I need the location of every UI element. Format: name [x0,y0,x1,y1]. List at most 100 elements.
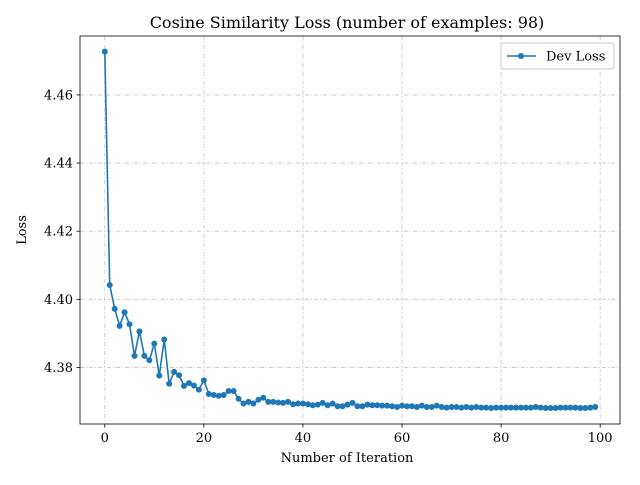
data-point [285,398,292,405]
data-point [225,387,232,394]
data-point [190,382,197,389]
x-tick-label: 100 [588,431,613,446]
plot-area-frame [79,35,621,425]
data-point [349,399,356,406]
data-point [453,403,460,410]
data-point [408,403,415,410]
data-point [106,282,113,289]
data-point [176,372,183,379]
y-tick-label: 4.42 [44,225,73,240]
x-tick-label: 20 [196,431,213,446]
x-axis-ticks: 0 20 40 60 80 100 [101,424,613,446]
data-point [200,377,207,384]
data-point [275,399,282,406]
data-point [413,403,420,410]
data-point [384,402,391,409]
data-point [359,403,366,410]
data-point [161,336,168,343]
data-point [245,398,252,405]
data-point [304,401,311,408]
data-point [111,305,118,312]
x-tick-label: 80 [493,431,510,446]
data-point [428,403,435,410]
data-point [399,402,406,409]
data-point [185,380,192,387]
data-point [309,402,316,409]
data-point [280,399,287,406]
data-point [344,401,351,408]
data-point [369,402,376,409]
data-point [146,357,153,364]
x-tick-label: 0 [101,431,109,446]
data-point [394,403,401,410]
data-point [230,387,237,394]
data-point [294,400,301,407]
data-point [181,382,188,389]
data-point [136,328,143,335]
data-point [205,391,212,398]
data-point [374,402,381,409]
data-point [403,403,410,410]
x-axis-label: Number of Iteration [281,451,414,466]
data-point [508,404,515,411]
data-point [314,401,321,408]
data-point [463,403,470,410]
grid-lines [80,36,620,424]
y-axis-label: Loss [15,215,30,245]
data-point [260,394,267,401]
y-tick-label: 4.44 [44,157,73,172]
data-point [582,404,589,411]
data-point [334,403,341,410]
data-point [121,309,128,316]
data-point [240,400,247,407]
data-point [116,322,123,329]
data-point [210,392,217,399]
data-point [552,404,559,411]
y-tick-label: 4.38 [44,361,73,376]
data-point [468,404,475,411]
data-point [577,404,584,411]
data-point [433,402,440,409]
data-point [324,402,331,409]
data-point [195,386,202,393]
data-point [141,352,148,359]
data-point [483,404,490,411]
data-point [438,403,445,410]
data-point [319,399,326,406]
data-point [131,352,138,359]
legend-label-dev-loss: Dev Loss [546,50,605,65]
legend-box [500,42,615,70]
data-point [250,400,257,407]
data-point [488,404,495,411]
data-point [493,404,500,411]
data-point [126,321,133,328]
data-point [532,403,539,410]
data-point [166,380,173,387]
data-point [354,403,361,410]
data-point [255,396,262,403]
data-point [473,403,480,410]
data-point [235,395,242,402]
data-point [270,398,277,405]
data-point [503,404,510,411]
data-point [171,368,178,375]
data-point [364,401,371,408]
data-point [418,402,425,409]
data-point [329,400,336,407]
legend-marker [518,53,524,59]
data-point [339,403,346,410]
data-point [423,403,430,410]
data-point [542,404,549,411]
x-tick-label: 40 [295,431,312,446]
series-layer [101,48,599,411]
data-point [527,404,534,411]
legend: Dev Loss [500,42,615,70]
data-point [389,403,396,410]
data-point [547,404,554,411]
y-tick-label: 4.46 [44,88,73,103]
data-point [562,404,569,411]
data-point [290,401,297,408]
data-point [101,48,108,55]
data-point [572,404,579,411]
